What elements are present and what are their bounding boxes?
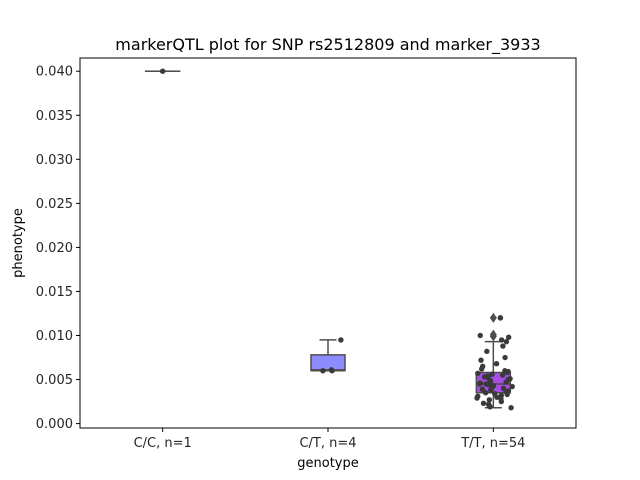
data-point <box>477 332 483 339</box>
y-tick-label: 0.040 <box>36 65 73 80</box>
data-point <box>489 371 495 377</box>
y-tick-label: 0.030 <box>36 153 73 168</box>
data-point <box>487 404 493 410</box>
data-point <box>509 383 515 390</box>
data-point <box>480 400 487 407</box>
data-point <box>478 357 484 363</box>
data-point <box>488 387 494 393</box>
y-tick-label: 0.020 <box>36 241 73 256</box>
data-point <box>498 398 505 405</box>
data-point <box>498 337 505 343</box>
data-point <box>503 379 509 385</box>
data-point <box>486 397 493 403</box>
chart-title: markerQTL plot for SNP rs2512809 and mar… <box>115 35 540 55</box>
outlier-marker <box>489 329 497 340</box>
data-point <box>500 343 506 349</box>
data-point <box>504 391 510 398</box>
data-point <box>328 367 335 373</box>
plot-area <box>144 68 515 411</box>
y-tick-label: 0.015 <box>36 285 73 300</box>
y-tick-label: 0.005 <box>36 373 73 388</box>
data-point <box>497 315 503 321</box>
data-point <box>475 370 481 377</box>
y-tick-label: 0.025 <box>36 197 73 212</box>
data-point <box>503 338 510 345</box>
data-point <box>479 386 486 392</box>
x-axis-label: genotype <box>297 456 358 471</box>
outlier-marker <box>489 312 497 323</box>
data-point <box>484 348 490 355</box>
y-axis-label: phenotype <box>11 208 26 278</box>
data-point <box>505 334 512 340</box>
y-tick-label: 0.035 <box>36 109 73 124</box>
data-point <box>508 405 514 411</box>
data-point <box>494 394 500 400</box>
x-tick-label: C/C, n=1 <box>134 436 192 451</box>
x-tick-label: C/T, n=4 <box>299 436 356 451</box>
y-tick-label: 0.010 <box>36 329 73 344</box>
data-point <box>482 390 489 396</box>
y-tick-label: 0.000 <box>36 417 73 432</box>
data-point <box>502 354 508 361</box>
data-point <box>159 68 166 74</box>
data-point <box>493 360 500 367</box>
x-tick-label: T/T, n=54 <box>460 436 525 451</box>
data-point <box>476 381 483 387</box>
data-point <box>504 369 510 376</box>
data-point <box>320 368 326 374</box>
box <box>310 354 346 372</box>
data-point <box>474 395 480 401</box>
data-point <box>338 337 344 343</box>
data-point <box>478 366 485 372</box>
data-point <box>499 372 506 378</box>
